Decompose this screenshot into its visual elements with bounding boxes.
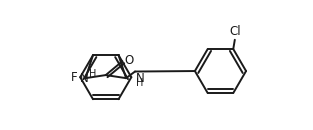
Text: N: N <box>80 72 88 85</box>
Text: F: F <box>70 71 77 84</box>
Text: N: N <box>136 72 145 85</box>
Text: Cl: Cl <box>229 25 241 38</box>
Text: H: H <box>89 69 96 79</box>
Text: H: H <box>136 78 143 88</box>
Text: O: O <box>125 54 134 67</box>
